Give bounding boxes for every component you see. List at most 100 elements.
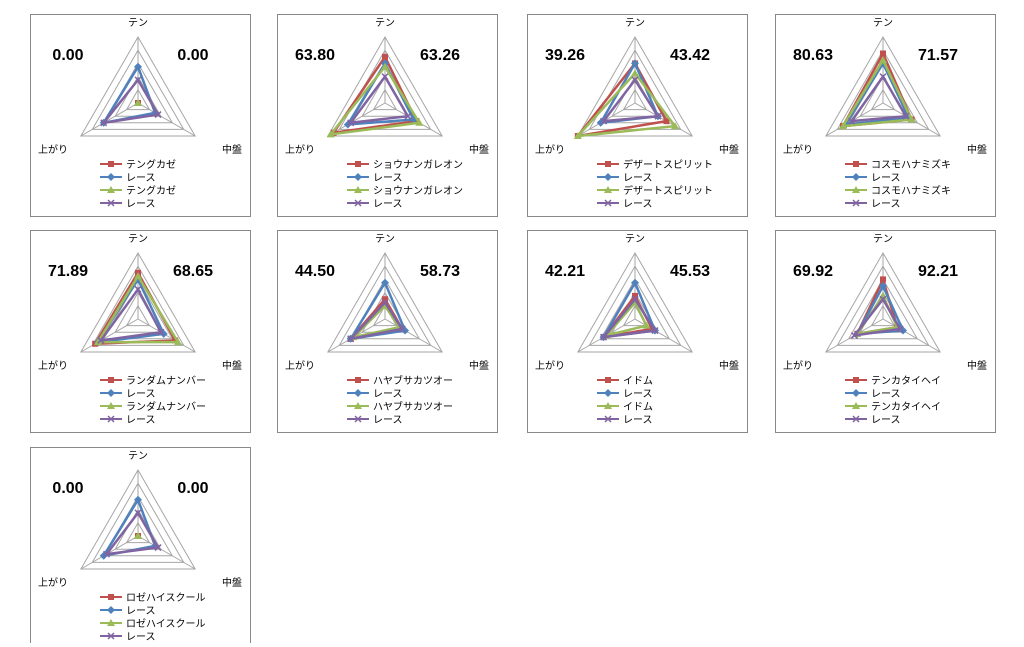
grid-ring <box>870 88 896 111</box>
axis-label: 上がり <box>783 143 813 156</box>
marker <box>355 161 361 167</box>
radar-line <box>347 74 410 125</box>
legend-label: ショウナンガレオン <box>373 159 463 171</box>
score: 0.00 <box>52 47 83 64</box>
marker <box>604 199 612 207</box>
legend-label: レース <box>373 173 403 184</box>
chart-frame <box>527 14 748 217</box>
marker <box>848 117 856 125</box>
legend-label: コスモハナミズキ <box>871 184 951 197</box>
marker <box>382 296 388 303</box>
grid-ring <box>91 49 185 130</box>
marker <box>902 112 910 120</box>
marker <box>99 551 108 560</box>
grid-ring <box>824 251 942 353</box>
legend-label: ランダムナンバー <box>126 374 206 387</box>
axis-label: テン <box>375 18 395 29</box>
grid-ring <box>588 265 682 346</box>
axis-label: テン <box>128 451 148 462</box>
legend-label: レース <box>871 173 901 184</box>
radar-line <box>600 297 658 339</box>
legend-label: テングカゼ <box>126 184 176 197</box>
axis-label: 上がり <box>535 359 565 372</box>
axis-label: テン <box>128 18 148 29</box>
axis-spoke <box>80 102 139 137</box>
marker <box>852 415 860 423</box>
marker <box>107 173 115 181</box>
score: 0.00 <box>52 480 83 497</box>
grid-ring <box>79 251 197 353</box>
marker <box>853 161 859 167</box>
axis-label: 中盤 <box>719 359 739 372</box>
legend-label: テングカゼ <box>126 158 176 171</box>
marker <box>852 186 860 193</box>
marker <box>852 402 860 409</box>
grid-ring <box>125 304 151 327</box>
score: 71.57 <box>918 47 958 64</box>
marker <box>100 119 108 127</box>
marker <box>896 325 904 333</box>
marker <box>879 295 887 303</box>
marker <box>93 338 102 346</box>
score: 44.50 <box>295 263 335 280</box>
score: 63.80 <box>295 47 335 64</box>
marker <box>605 161 611 167</box>
score: 45.53 <box>670 263 710 280</box>
score: 69.92 <box>793 263 833 280</box>
marker <box>134 76 142 84</box>
marker <box>381 62 389 70</box>
axis-spoke <box>137 535 196 570</box>
marker <box>907 115 916 123</box>
grid-ring <box>326 251 444 353</box>
marker <box>604 415 612 423</box>
chart-frame <box>30 230 251 433</box>
legend-label: ランダムナンバー <box>126 400 206 413</box>
radar-line <box>574 71 678 138</box>
legend-label: レース <box>623 389 653 400</box>
radar-line <box>848 74 908 123</box>
axis-label: 上がり <box>38 143 68 156</box>
radar-line <box>100 77 161 125</box>
marker <box>600 333 608 341</box>
marker <box>174 338 183 346</box>
axis-label: テン <box>128 234 148 245</box>
marker <box>850 331 858 340</box>
axis-label: 中盤 <box>222 576 242 589</box>
grid-ring <box>870 304 896 327</box>
legend-label: ロゼハイスクール <box>126 618 206 630</box>
legend-label: レース <box>126 199 156 210</box>
score: 0.00 <box>177 47 208 64</box>
marker <box>651 327 659 335</box>
grid-ring <box>622 88 648 111</box>
marker <box>134 495 142 504</box>
marker <box>649 325 656 332</box>
marker <box>154 544 162 552</box>
axis-label: 上がり <box>535 143 565 156</box>
marker <box>852 389 860 397</box>
marker <box>354 199 362 207</box>
marker <box>347 119 355 127</box>
radar-line <box>330 54 419 135</box>
axis-spoke <box>327 102 386 137</box>
legend-label: ハヤブサカツオー <box>373 400 453 413</box>
axis-label: テン <box>625 234 645 245</box>
marker <box>852 199 860 207</box>
marker <box>899 326 908 335</box>
score: 39.26 <box>545 47 585 64</box>
legend-label: ショウナンガレオン <box>373 185 463 197</box>
marker <box>415 118 424 126</box>
axis-spoke <box>882 318 941 353</box>
legend-label: レース <box>373 199 403 210</box>
legend-label: レース <box>373 389 403 400</box>
legend-label: レース <box>126 173 156 184</box>
marker <box>853 377 859 383</box>
legend-label: テンカタイヘイ <box>871 401 941 413</box>
